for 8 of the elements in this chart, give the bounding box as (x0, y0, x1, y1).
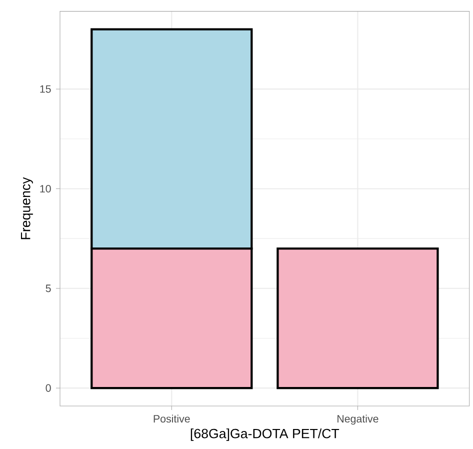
y-tick-label: 10 (40, 184, 51, 193)
y-axis-title: Frequency (20, 177, 33, 240)
x-tick-label: Positive (154, 414, 190, 423)
y-tick-label: 15 (40, 85, 51, 93)
y-tick-label: 5 (46, 284, 51, 292)
y-tick-label: 0 (46, 384, 51, 392)
x-tick-label: Negative (338, 414, 378, 425)
x-axis-title: [68Ga]Ga-DOTA PET/CT (190, 428, 340, 441)
